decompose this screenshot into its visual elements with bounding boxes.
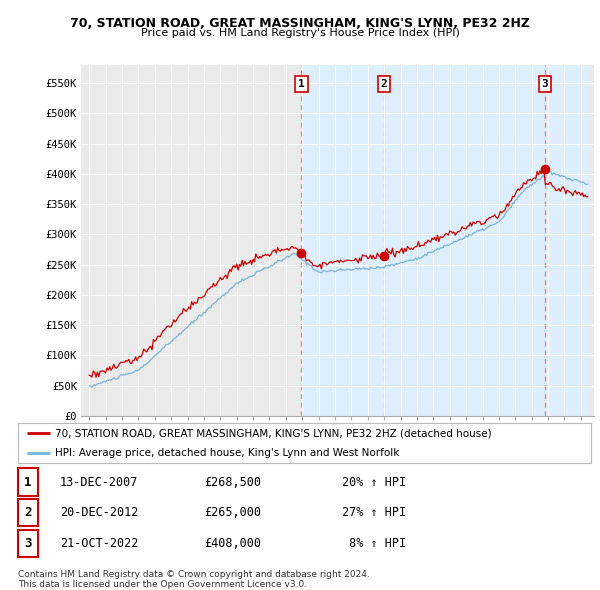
Text: HPI: Average price, detached house, King's Lynn and West Norfolk: HPI: Average price, detached house, King… [55,448,400,458]
Text: 8% ↑ HPI: 8% ↑ HPI [342,537,406,550]
Text: 13-DEC-2007: 13-DEC-2007 [60,476,139,489]
Text: 1: 1 [24,476,32,489]
Text: £268,500: £268,500 [204,476,261,489]
Text: 70, STATION ROAD, GREAT MASSINGHAM, KING'S LYNN, PE32 2HZ: 70, STATION ROAD, GREAT MASSINGHAM, KING… [70,17,530,30]
Text: Contains HM Land Registry data © Crown copyright and database right 2024.
This d: Contains HM Land Registry data © Crown c… [18,570,370,589]
Text: 20% ↑ HPI: 20% ↑ HPI [342,476,406,489]
Bar [384,65,545,416]
Text: 2: 2 [380,79,387,89]
Text: 2: 2 [24,506,32,519]
Text: 3: 3 [541,79,548,89]
Text: 1: 1 [298,79,305,89]
Text: £265,000: £265,000 [204,506,261,519]
Text: 70, STATION ROAD, GREAT MASSINGHAM, KING'S LYNN, PE32 2HZ (detached house): 70, STATION ROAD, GREAT MASSINGHAM, KING… [55,428,492,438]
Bar [545,65,589,416]
Text: Price paid vs. HM Land Registry's House Price Index (HPI): Price paid vs. HM Land Registry's House … [140,28,460,38]
Text: 20-DEC-2012: 20-DEC-2012 [60,506,139,519]
Text: 3: 3 [24,537,32,550]
Text: 21-OCT-2022: 21-OCT-2022 [60,537,139,550]
Text: 27% ↑ HPI: 27% ↑ HPI [342,506,406,519]
Bar [301,65,384,416]
Text: £408,000: £408,000 [204,537,261,550]
